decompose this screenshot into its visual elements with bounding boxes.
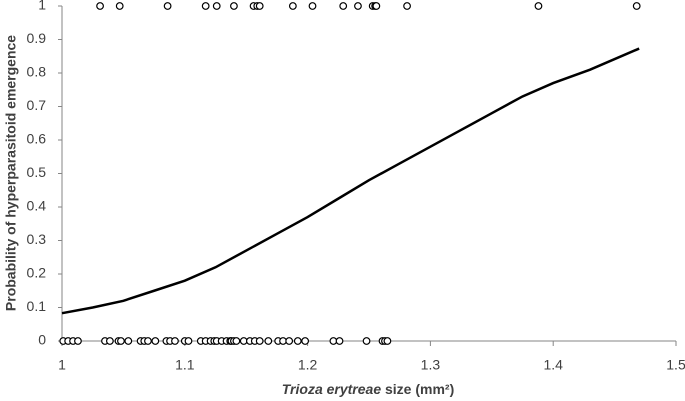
y-tick-label: 0.3 — [27, 231, 47, 247]
x-tick-label: 1 — [58, 357, 66, 373]
x-axis-label-text: size (mm²) — [381, 381, 454, 397]
data-point — [212, 2, 221, 10]
x-tick-label: 1.5 — [666, 357, 685, 373]
y-tick-label: 0.6 — [27, 131, 47, 147]
x-tick-label: 1.3 — [421, 357, 441, 373]
data-point — [201, 2, 210, 10]
data-point — [335, 337, 344, 345]
data-point — [184, 337, 193, 345]
data-point — [232, 337, 241, 345]
data-point — [124, 337, 133, 345]
y-tick-label: 0.8 — [27, 64, 47, 80]
fitted-line — [61, 47, 640, 315]
data-point — [285, 337, 294, 345]
y-tick-label: 0.5 — [27, 164, 47, 180]
data-point — [151, 337, 160, 345]
x-tick-label: 1.1 — [175, 357, 195, 373]
data-point — [632, 2, 641, 10]
data-point — [264, 337, 273, 345]
data-point — [339, 2, 348, 10]
data-point — [230, 2, 238, 10]
data-point — [74, 337, 82, 345]
data-point — [301, 337, 310, 345]
data-point — [354, 2, 362, 10]
data-point — [362, 337, 371, 345]
y-tick-label: 0.9 — [27, 30, 47, 46]
data-point — [117, 337, 125, 345]
data-point — [308, 2, 317, 10]
data-point — [171, 337, 179, 345]
y-tick-label: 0.4 — [27, 198, 47, 214]
data-point — [163, 2, 172, 10]
data-point — [96, 2, 104, 10]
data-point — [255, 2, 264, 10]
x-axis-label: Trioza erytreae size (mm²) — [282, 381, 454, 397]
y-tick-label: 0.1 — [27, 298, 47, 314]
x-tick-label: 1.4 — [543, 357, 563, 373]
data-point — [288, 2, 297, 10]
data-point — [403, 2, 411, 10]
x-axis-label-italic: Trioza erytreae — [282, 381, 382, 397]
y-axis-label: Probability of hyperparasitoid emergence — [3, 35, 19, 311]
y-tick-label: 1 — [38, 0, 46, 13]
data-point — [105, 337, 114, 345]
data-point — [534, 2, 543, 10]
data-point — [255, 337, 264, 345]
data-point — [115, 2, 124, 10]
data-point — [144, 337, 152, 345]
y-tick-label: 0.7 — [27, 97, 47, 113]
x-tick-label: 1.2 — [298, 357, 318, 373]
data-point — [293, 337, 302, 345]
y-tick-label: 0.2 — [27, 265, 47, 281]
y-tick-label: 0 — [38, 332, 46, 348]
data-point — [372, 2, 381, 10]
data-point — [383, 337, 392, 345]
